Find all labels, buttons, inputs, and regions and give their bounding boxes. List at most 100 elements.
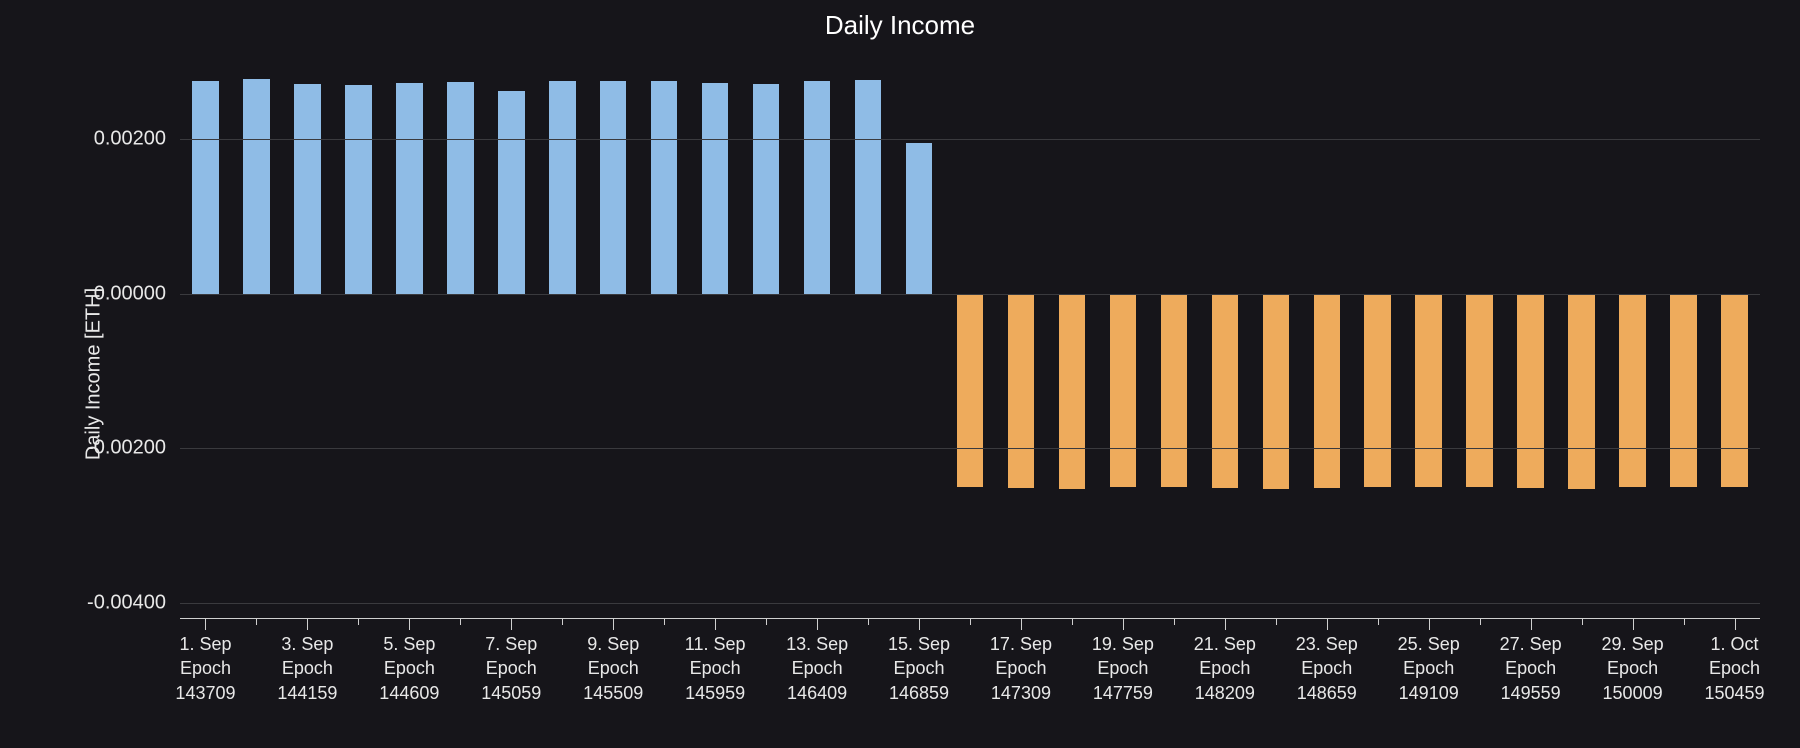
x-tick-line1: 1. Sep	[175, 632, 235, 656]
bar	[1517, 294, 1544, 489]
x-tick-line2: Epoch	[277, 656, 337, 680]
x-tick-line2: Epoch	[1704, 656, 1764, 680]
x-tick-line3: 145059	[481, 681, 541, 705]
x-tick-line2: Epoch	[786, 656, 848, 680]
y-tick-label: -0.00400	[87, 591, 166, 614]
x-tick-line1: 19. Sep	[1092, 632, 1154, 656]
bar	[753, 84, 780, 294]
x-tick-line3: 148209	[1194, 681, 1256, 705]
bar	[396, 83, 423, 294]
x-tick-line3: 145959	[685, 681, 746, 705]
bar	[1466, 294, 1493, 487]
x-tick-line1: 5. Sep	[379, 632, 439, 656]
x-minor-tick	[562, 618, 563, 625]
x-tick-line3: 147309	[990, 681, 1052, 705]
x-tick-line2: Epoch	[1296, 656, 1358, 680]
x-major-tick	[409, 618, 410, 630]
x-tick-line2: Epoch	[175, 656, 235, 680]
x-minor-tick	[766, 618, 767, 625]
bar	[651, 81, 678, 293]
chart-title: Daily Income	[0, 10, 1800, 41]
bar	[1415, 294, 1442, 487]
x-minor-tick	[868, 618, 869, 625]
x-major-tick	[1735, 618, 1736, 630]
x-major-tick	[817, 618, 818, 630]
gridline	[180, 294, 1760, 295]
bar	[1721, 294, 1748, 488]
x-tick-line2: Epoch	[1092, 656, 1154, 680]
x-major-tick	[1225, 618, 1226, 630]
bar	[1161, 294, 1188, 487]
plot-area: 0.002000.00000-0.00200-0.00400 1. SepEpo…	[180, 62, 1760, 618]
x-major-tick	[307, 618, 308, 630]
x-tick-label: 3. SepEpoch144159	[277, 632, 337, 705]
x-tick-line3: 144609	[379, 681, 439, 705]
bar	[192, 81, 219, 293]
x-major-tick	[1633, 618, 1634, 630]
bar	[1568, 294, 1595, 489]
x-tick-label: 1. SepEpoch143709	[175, 632, 235, 705]
bar	[1364, 294, 1391, 488]
x-tick-line2: Epoch	[1500, 656, 1562, 680]
x-tick-line3: 149109	[1398, 681, 1460, 705]
x-major-tick	[1531, 618, 1532, 630]
x-tick-line3: 145509	[583, 681, 643, 705]
x-tick-line2: Epoch	[685, 656, 746, 680]
x-tick-line2: Epoch	[888, 656, 950, 680]
x-tick-line1: 1. Oct	[1704, 632, 1764, 656]
x-tick-label: 27. SepEpoch149559	[1500, 632, 1562, 705]
gridline	[180, 603, 1760, 604]
x-minor-tick	[1480, 618, 1481, 625]
x-minor-tick	[664, 618, 665, 625]
x-tick-label: 11. SepEpoch145959	[685, 632, 746, 705]
x-minor-tick	[256, 618, 257, 625]
x-tick-line1: 7. Sep	[481, 632, 541, 656]
bar	[906, 143, 933, 294]
x-major-tick	[919, 618, 920, 630]
x-minor-tick	[1072, 618, 1073, 625]
y-tick-label: -0.00200	[87, 437, 166, 460]
x-minor-tick	[970, 618, 971, 625]
x-tick-line1: 3. Sep	[277, 632, 337, 656]
x-minor-tick	[1174, 618, 1175, 625]
x-tick-line1: 17. Sep	[990, 632, 1052, 656]
bar	[1263, 294, 1290, 489]
x-tick-label: 25. SepEpoch149109	[1398, 632, 1460, 705]
x-major-tick	[1327, 618, 1328, 630]
x-minor-tick	[460, 618, 461, 625]
y-axis-label: Daily Income [ETH]	[83, 288, 106, 460]
bar	[855, 80, 882, 294]
x-tick-line3: 149559	[1500, 681, 1562, 705]
bar	[1619, 294, 1646, 487]
x-tick-line2: Epoch	[1602, 656, 1664, 680]
bar	[294, 84, 321, 294]
x-major-tick	[205, 618, 206, 630]
y-tick-label: 0.00000	[94, 282, 166, 305]
x-tick-line3: 144159	[277, 681, 337, 705]
x-tick-label: 1. OctEpoch150459	[1704, 632, 1764, 705]
x-tick-line1: 27. Sep	[1500, 632, 1562, 656]
x-tick-line2: Epoch	[990, 656, 1052, 680]
bar	[1670, 294, 1697, 487]
bar	[1212, 294, 1239, 489]
gridline	[180, 448, 1760, 449]
bar	[447, 82, 474, 294]
x-tick-line2: Epoch	[1398, 656, 1460, 680]
bar	[345, 85, 372, 294]
x-tick-line1: 21. Sep	[1194, 632, 1256, 656]
bar	[549, 81, 576, 293]
x-tick-line3: 147759	[1092, 681, 1154, 705]
x-tick-label: 29. SepEpoch150009	[1602, 632, 1664, 705]
gridline	[180, 139, 1760, 140]
x-tick-label: 5. SepEpoch144609	[379, 632, 439, 705]
bar	[1008, 294, 1035, 489]
bar	[1059, 294, 1086, 489]
bars-layer	[180, 62, 1760, 618]
bar	[702, 83, 729, 294]
x-minor-tick	[1378, 618, 1379, 625]
x-tick-label: 19. SepEpoch147759	[1092, 632, 1154, 705]
x-tick-line3: 150459	[1704, 681, 1764, 705]
x-tick-label: 15. SepEpoch146859	[888, 632, 950, 705]
x-tick-line3: 146859	[888, 681, 950, 705]
x-tick-label: 13. SepEpoch146409	[786, 632, 848, 705]
